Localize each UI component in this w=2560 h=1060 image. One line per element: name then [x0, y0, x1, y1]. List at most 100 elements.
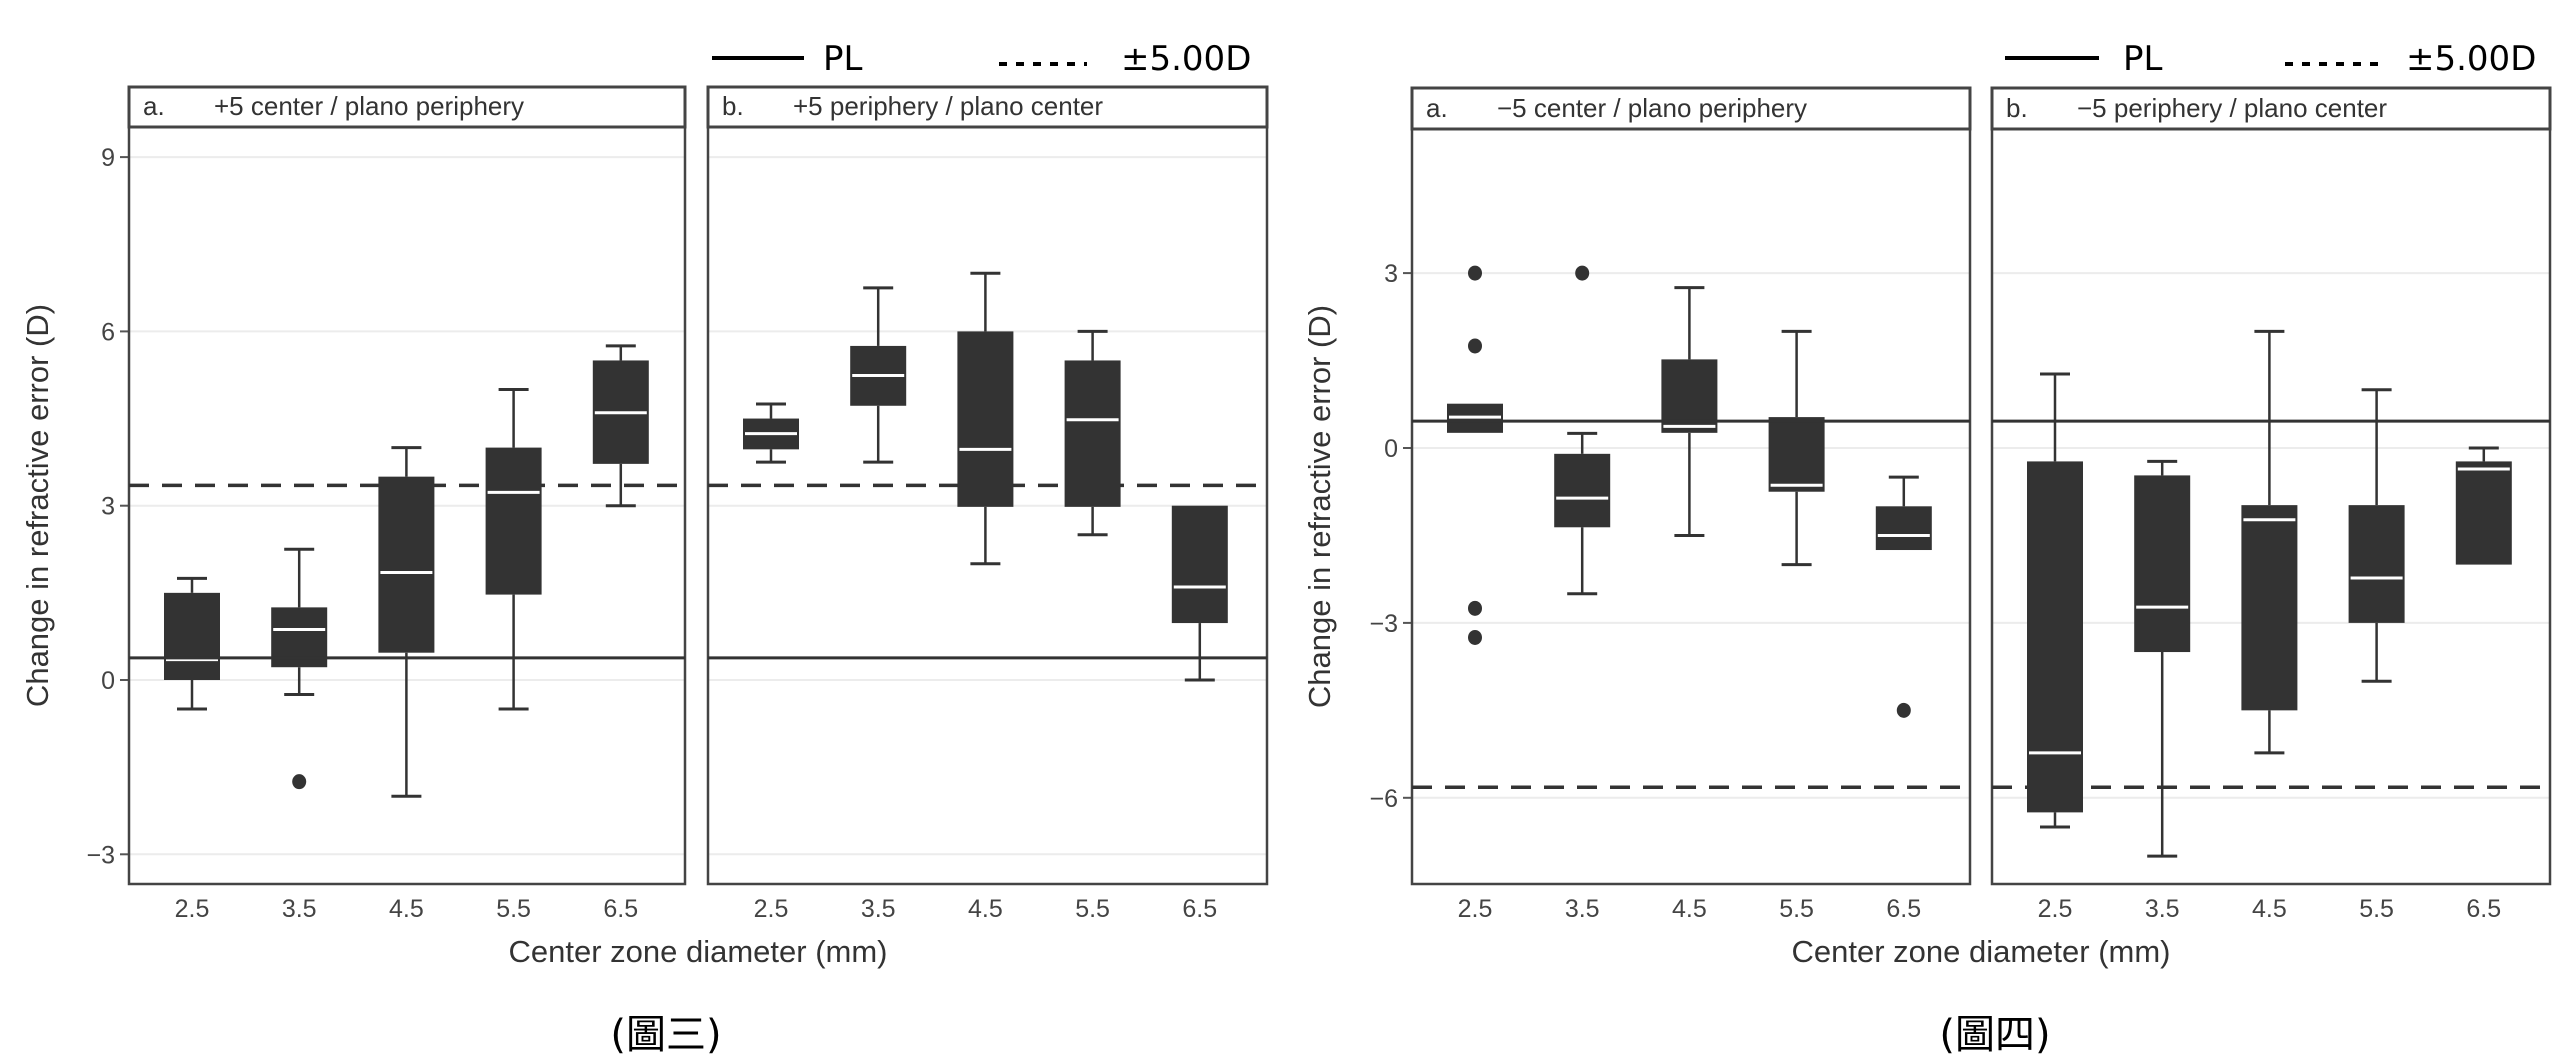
box-3.5 — [850, 286, 907, 464]
x-tick-label: 5.5 — [1779, 895, 1814, 923]
outlier-point — [292, 774, 307, 790]
iqr-box — [1171, 505, 1228, 624]
panel-a: a. +5 center / plano periphery 2.5 3.5 4.5 5.… — [127, 85, 687, 923]
iqr-box — [1768, 417, 1825, 492]
box-2.5 — [1447, 265, 1503, 645]
x-tick-label: 2.5 — [1458, 895, 1493, 923]
iqr-box — [1064, 360, 1121, 507]
x-tick-label: 4.5 — [2252, 895, 2287, 923]
x-tick-label: 4.5 — [968, 895, 1003, 923]
iqr-box — [2455, 461, 2512, 565]
outlier-point — [1575, 265, 1590, 281]
legend-label-limit: ±5.00D — [1121, 39, 1251, 79]
box-3.5 — [2134, 459, 2191, 858]
outlier-point — [1468, 600, 1482, 616]
y-tick-label: 3 — [1384, 260, 1398, 288]
iqr-box — [378, 476, 435, 653]
figure-caption: (圖四) — [1939, 1012, 2050, 1058]
y-tick-label: 3 — [101, 493, 115, 521]
figure-2: PL ±5.00D Change in refractive error (D) 3 0… — [1302, 39, 2552, 1058]
panel-letter: b. — [722, 91, 744, 121]
panel-title: −5 periphery / plano center — [2077, 93, 2387, 123]
outlier-point — [1468, 338, 1482, 354]
panel-strip — [706, 85, 1269, 129]
box-3.5 — [1554, 265, 1611, 596]
iqr-box — [164, 592, 220, 680]
panel-letter: a. — [1426, 93, 1448, 123]
iqr-box — [2134, 475, 2191, 653]
box-4.5 — [1661, 286, 1718, 537]
iqr-box — [1554, 453, 1611, 528]
y-tick-label: 9 — [101, 144, 115, 172]
legend: PL ±5.00D — [712, 39, 1251, 79]
box-5.5 — [2348, 388, 2405, 683]
panel-frame — [127, 125, 687, 886]
box-6.5 — [2455, 446, 2512, 565]
panel-title: +5 center / plano periphery — [214, 91, 524, 121]
x-tick-label: 5.5 — [1075, 895, 1110, 923]
y-tick-label: 0 — [101, 667, 115, 695]
x-tick-label: 2.5 — [754, 895, 789, 923]
legend-label-pl: PL — [823, 39, 863, 79]
iqr-box — [2027, 461, 2083, 813]
iqr-box — [1875, 506, 1932, 551]
box-3.5 — [271, 547, 328, 790]
box-6.5 — [1875, 475, 1932, 718]
legend: PL ±5.00D — [2005, 39, 2536, 79]
outlier-point — [1468, 629, 1482, 645]
x-tick-label: 3.5 — [861, 895, 896, 923]
x-tick-label: 6.5 — [1182, 895, 1217, 923]
panel-letter: b. — [2006, 93, 2028, 123]
x-tick-label: 2.5 — [2038, 895, 2073, 923]
box-2.5 — [164, 576, 220, 711]
figure-caption: (圖三) — [610, 1012, 721, 1058]
x-tick-label: 3.5 — [1565, 895, 1600, 923]
iqr-box — [957, 331, 1014, 507]
panel-strip — [127, 85, 687, 129]
figure-1: PL ±5.00D Change in refractive error (D) 9 6… — [20, 39, 1269, 1058]
x-tick-label: 4.5 — [1672, 895, 1707, 923]
box-5.5 — [1064, 329, 1121, 537]
iqr-box — [2348, 505, 2405, 623]
box-6.5 — [1171, 505, 1228, 682]
x-tick-label: 6.5 — [1886, 895, 1921, 923]
x-tick-label: 5.5 — [2359, 895, 2394, 923]
panel-frame — [1990, 127, 2552, 886]
iqr-box — [2241, 505, 2298, 711]
box-2.5 — [2027, 372, 2083, 829]
y-axis-title: Change in refractive error (D) — [1302, 305, 1337, 708]
box-5.5 — [485, 388, 542, 711]
panel-a: a. −5 center / plano periphery 2.5 3.5 4.5 5.… — [1410, 86, 1972, 923]
x-tick-label: 6.5 — [2466, 895, 2501, 923]
x-tick-label: 3.5 — [2145, 895, 2180, 923]
y-tick-label: 6 — [101, 318, 115, 346]
iqr-box — [485, 447, 542, 595]
panel-title: +5 periphery / plano center — [793, 91, 1103, 121]
panel-letter: a. — [143, 91, 165, 121]
x-tick-label: 4.5 — [389, 895, 424, 923]
outlier-point — [1468, 265, 1482, 281]
x-tick-label: 6.5 — [603, 895, 638, 923]
box-4.5 — [957, 271, 1014, 566]
box-5.5 — [1768, 329, 1825, 567]
y-tick-label: −6 — [1369, 785, 1398, 813]
x-tick-label: 3.5 — [282, 895, 317, 923]
panel-frame — [1410, 127, 1972, 886]
panel-b: b. +5 periphery / plano center 2.5 3.5 4.5 5.… — [706, 85, 1269, 923]
box-4.5 — [378, 446, 435, 798]
outlier-point — [1896, 702, 1911, 718]
x-tick-label: 5.5 — [496, 895, 531, 923]
x-axis-title: Center zone diameter (mm) — [508, 934, 887, 969]
panel-b: b. −5 periphery / plano center 2.5 3.5 4.5 5.… — [1990, 86, 2552, 923]
box-4.5 — [2241, 329, 2298, 755]
y-axis-title: Change in refractive error (D) — [20, 304, 55, 707]
legend-label-limit: ±5.00D — [2406, 39, 2536, 79]
panel-frame — [706, 125, 1269, 886]
x-tick-label: 2.5 — [175, 895, 210, 923]
legend-label-pl: PL — [2123, 39, 2163, 79]
panel-title: −5 center / plano periphery — [1497, 93, 1807, 123]
box-2.5 — [743, 402, 799, 464]
box-6.5 — [592, 344, 649, 508]
y-tick-label: −3 — [86, 841, 115, 869]
